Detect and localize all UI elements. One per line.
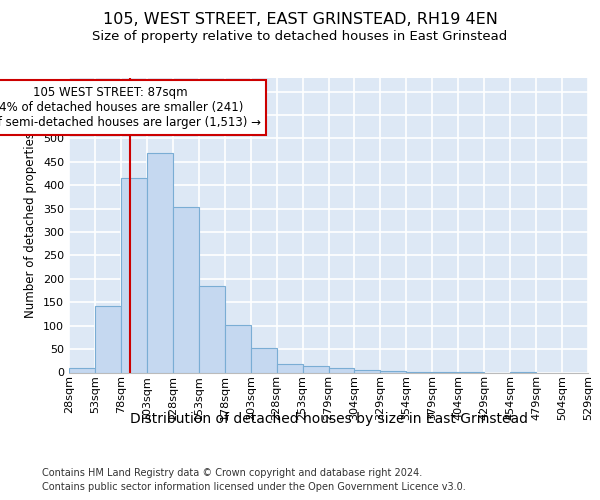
Bar	[69, 368, 95, 372]
Bar	[251, 348, 277, 372]
Text: 105 WEST STREET: 87sqm
← 14% of detached houses are smaller (241)
85% of semi-de: 105 WEST STREET: 87sqm ← 14% of detached…	[0, 86, 260, 130]
Bar	[173, 207, 199, 372]
Bar	[147, 154, 173, 372]
Bar	[95, 306, 121, 372]
Text: Contains HM Land Registry data © Crown copyright and database right 2024.
Contai: Contains HM Land Registry data © Crown c…	[42, 468, 466, 491]
Bar	[199, 286, 224, 372]
Text: Size of property relative to detached houses in East Grinstead: Size of property relative to detached ho…	[92, 30, 508, 43]
Bar	[121, 178, 147, 372]
Bar	[225, 324, 251, 372]
Bar	[380, 371, 406, 372]
Bar	[302, 366, 329, 372]
Bar	[277, 364, 302, 372]
Y-axis label: Number of detached properties: Number of detached properties	[25, 132, 37, 318]
Bar	[329, 368, 355, 372]
Text: 105, WEST STREET, EAST GRINSTEAD, RH19 4EN: 105, WEST STREET, EAST GRINSTEAD, RH19 4…	[103, 12, 497, 28]
Bar	[355, 370, 380, 372]
Text: Distribution of detached houses by size in East Grinstead: Distribution of detached houses by size …	[130, 412, 528, 426]
